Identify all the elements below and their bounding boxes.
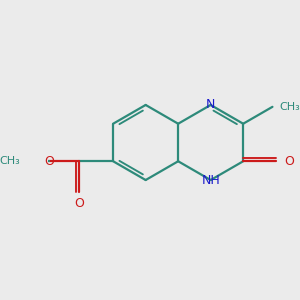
Text: NH: NH: [201, 173, 220, 187]
Text: O: O: [44, 155, 54, 168]
Text: CH₃: CH₃: [279, 102, 300, 112]
Text: CH₃: CH₃: [0, 156, 20, 166]
Text: N: N: [206, 98, 215, 112]
Text: O: O: [284, 155, 294, 168]
Text: O: O: [74, 196, 84, 209]
